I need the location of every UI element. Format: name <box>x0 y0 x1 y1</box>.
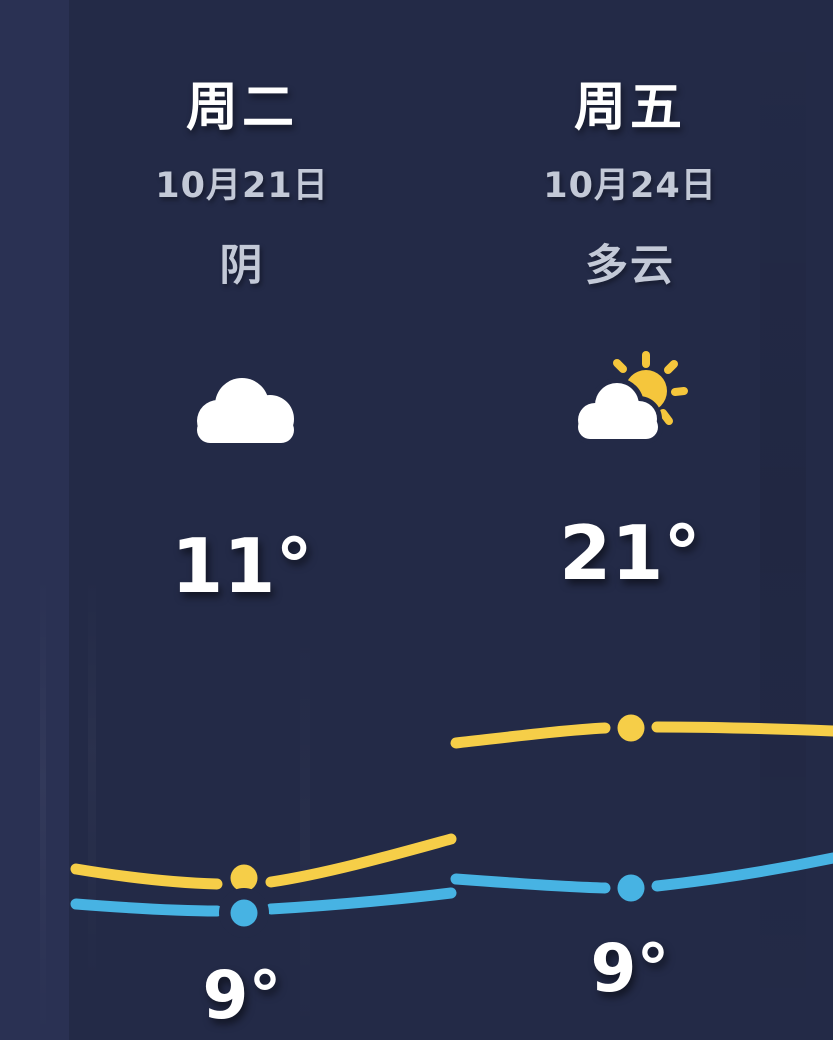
sun-rays <box>613 351 688 425</box>
high-temp-label: 11° <box>171 522 313 610</box>
cloud-icon <box>197 378 294 443</box>
low-temp-label: 9° <box>590 930 670 1007</box>
day-panel-tuesday[interactable]: 周二 10月21日 阴 11° 9° <box>47 0 437 1040</box>
cloud-body <box>578 383 658 439</box>
date-label: 10月21日 <box>155 166 329 206</box>
weekday-label: 周五 <box>573 78 686 138</box>
condition-label: 阴 <box>219 241 265 291</box>
weekday-label: 周二 <box>185 78 298 138</box>
low-temp-label: 9° <box>202 957 282 1034</box>
condition-label: 多云 <box>585 241 675 291</box>
high-temp-label: 21° <box>559 509 701 597</box>
previous-day-panel-edge[interactable] <box>0 0 69 1040</box>
sun-behind-cloud-icon <box>573 351 688 444</box>
date-label: 10月24日 <box>543 166 717 206</box>
day-panel-friday[interactable]: 周五 10月24日 多云 <box>435 0 825 1040</box>
